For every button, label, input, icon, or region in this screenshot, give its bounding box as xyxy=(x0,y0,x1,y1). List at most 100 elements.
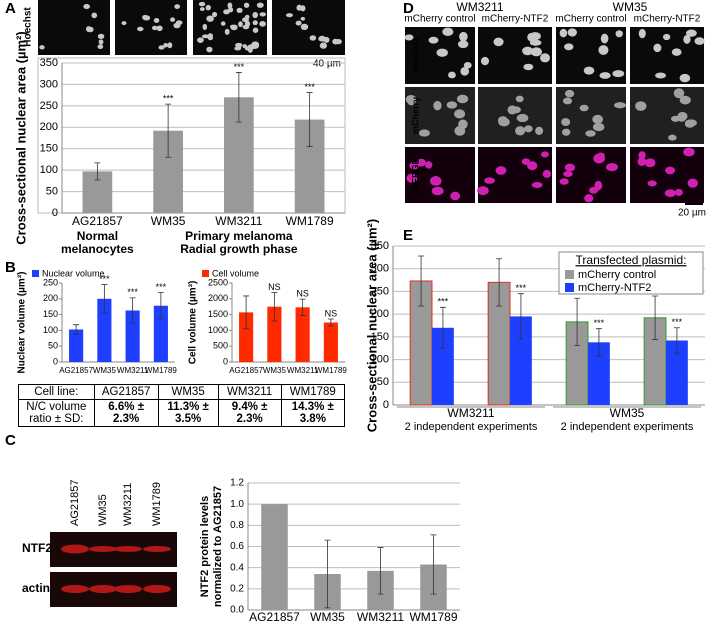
blot-band xyxy=(61,585,89,593)
bar xyxy=(295,307,310,362)
condition-label: mCherry-NTF2 xyxy=(634,14,701,25)
cell-nucleus xyxy=(530,47,542,57)
cell-nucleus xyxy=(529,39,542,46)
significance-label: *** xyxy=(438,297,449,307)
cell-nucleus xyxy=(229,24,238,29)
cell-nucleus xyxy=(523,63,534,71)
y-tick-label: 50 xyxy=(46,185,58,197)
legend-label: Nuclear volume xyxy=(42,268,105,278)
x-tick-label: WM1789 xyxy=(145,366,178,375)
group-label: Primary melanoma xyxy=(185,229,293,243)
table-cell: Cell line: xyxy=(18,384,95,400)
bar xyxy=(267,306,282,362)
error-bar xyxy=(306,92,313,147)
cell-nucleus xyxy=(529,32,541,41)
cell-nucleus xyxy=(454,109,466,119)
cell-nucleus xyxy=(202,23,208,31)
cell-nucleus xyxy=(428,36,439,44)
cell-nucleus xyxy=(493,37,504,47)
y-tick-label: 0.6 xyxy=(230,541,244,552)
table-cell: 6.6% ± 2.3% xyxy=(93,399,159,427)
cell-nucleus xyxy=(516,113,529,123)
cell-nucleus xyxy=(647,180,657,187)
significance-label: *** xyxy=(127,287,138,297)
y-tick-label: 150 xyxy=(43,309,58,319)
y-tick-label: 0.2 xyxy=(230,583,244,594)
x-tick-label: AG21857 xyxy=(229,366,263,375)
bar xyxy=(153,305,168,362)
cell-nucleus xyxy=(598,45,609,55)
cell-nucleus xyxy=(583,66,595,75)
cell-nucleus xyxy=(436,48,448,57)
cell-nucleus xyxy=(137,26,144,32)
cell-nucleus xyxy=(685,119,697,127)
lane-label: WM3211 xyxy=(122,483,134,526)
error-bar xyxy=(235,72,242,123)
blot-band xyxy=(89,546,117,552)
cell-nucleus xyxy=(515,95,524,103)
y-tick-label: 250 xyxy=(40,100,58,112)
cell-nucleus xyxy=(637,157,647,166)
significance-label: *** xyxy=(672,317,683,327)
cell-nucleus xyxy=(300,23,309,31)
cell-nucleus xyxy=(687,178,698,188)
cell-nucleus xyxy=(495,166,507,175)
table-cell: AG21857 xyxy=(93,384,159,400)
cell-nucleus xyxy=(175,20,183,25)
cell-nucleus xyxy=(567,28,577,37)
error-bar xyxy=(327,318,334,327)
cell-nucleus xyxy=(685,29,697,37)
cell-nucleus xyxy=(319,42,327,49)
significance-label: *** xyxy=(234,62,245,72)
error-bar xyxy=(418,255,425,307)
cell-nucleus xyxy=(613,102,626,109)
significance-label: *** xyxy=(156,282,167,292)
cell-nucleus xyxy=(477,186,489,196)
error-bar xyxy=(652,295,659,340)
y-tick-label: 1000 xyxy=(208,325,228,335)
cell-nucleus xyxy=(635,101,647,111)
lane-label: WM1789 xyxy=(151,482,163,526)
table-cell: WM3211 xyxy=(217,384,282,400)
cell-nucleus xyxy=(531,181,543,188)
cell-nucleus xyxy=(638,151,646,160)
cell-nucleus xyxy=(235,42,243,48)
cell-nucleus xyxy=(201,34,210,39)
lane-label: WM35 xyxy=(97,494,109,526)
cell-nucleus xyxy=(671,48,682,56)
cell-nucleus xyxy=(236,7,243,13)
x-tick-label: AG21857 xyxy=(249,610,300,624)
y-tick-label: 300 xyxy=(40,78,58,90)
micrograph xyxy=(478,87,552,144)
cell-nucleus xyxy=(121,21,127,26)
cell-nucleus xyxy=(561,128,571,136)
legend-label: mCherry-NTF2 xyxy=(578,282,651,294)
legend-swatch xyxy=(565,270,574,279)
blot-band xyxy=(143,546,171,552)
cell-nucleus xyxy=(540,151,549,158)
significance-label: NS xyxy=(325,308,338,318)
cell-nucleus xyxy=(259,20,266,27)
cell-nucleus xyxy=(244,20,251,27)
y-tick-label: 1500 xyxy=(208,309,228,319)
legend-title: Transfected plasmid: xyxy=(576,253,687,267)
cell-nucleus xyxy=(431,186,444,196)
scale-label: 20 µm xyxy=(678,208,706,219)
cell-nucleus xyxy=(98,39,104,45)
cell-nucleus xyxy=(527,161,538,171)
panel-letter: E xyxy=(403,227,413,244)
cell-nucleus xyxy=(256,2,264,8)
y-tick-label: 350 xyxy=(40,57,58,69)
group-label: WM3211 xyxy=(447,406,494,420)
error-bar xyxy=(243,295,250,330)
cell-nucleus xyxy=(615,30,623,38)
cell-nucleus xyxy=(300,16,306,21)
bar xyxy=(510,316,532,405)
cell-nucleus xyxy=(332,38,339,45)
cell-nucleus xyxy=(442,27,454,36)
blot-band xyxy=(61,544,89,554)
error-bar xyxy=(73,324,80,335)
y-tick-label: 1.0 xyxy=(230,499,244,510)
